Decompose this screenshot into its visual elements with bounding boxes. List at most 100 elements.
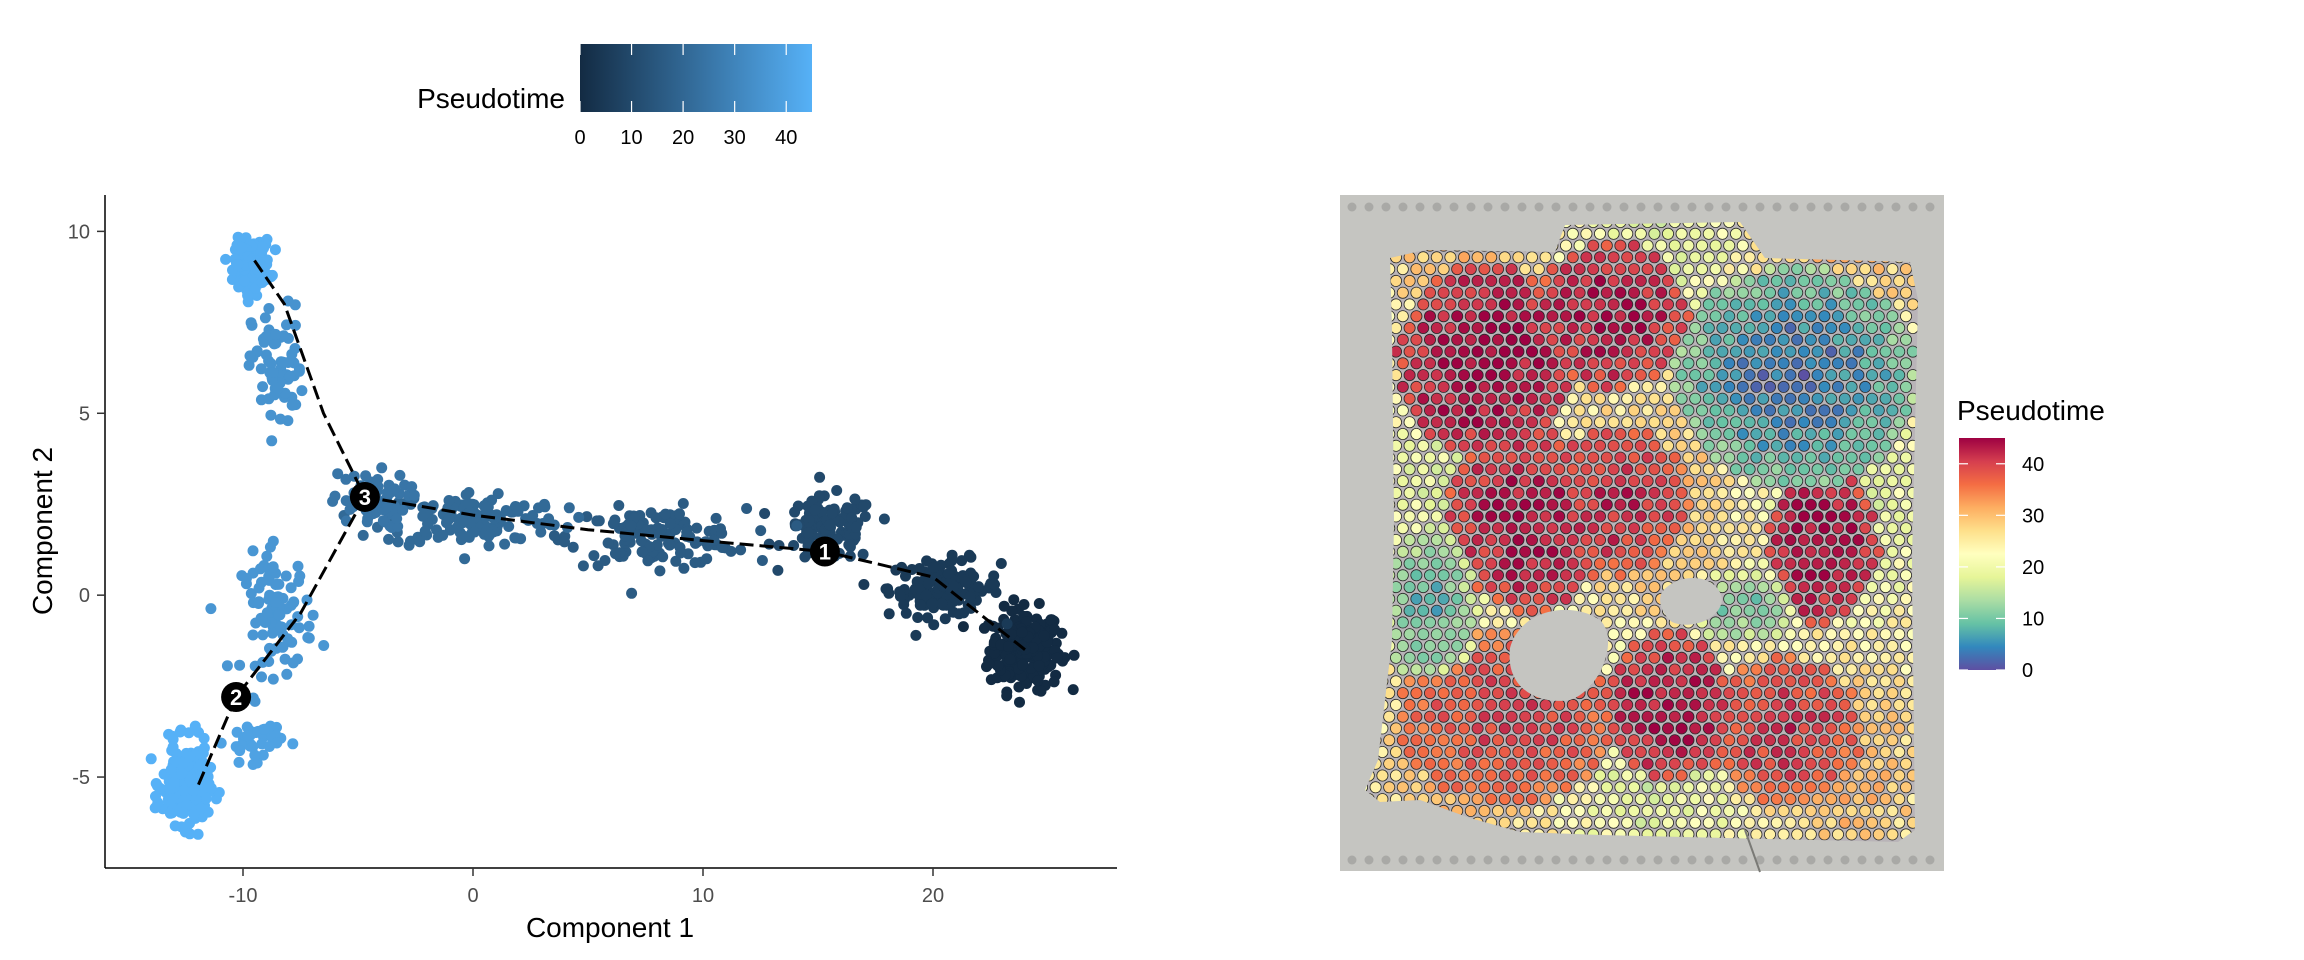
spatial-spot [1607,746,1620,759]
scatter-point [267,627,278,639]
scatter-point [163,728,175,740]
spatial-spot [1464,710,1477,723]
scatter-point [802,527,814,539]
spatial-spot [1437,310,1450,323]
spatial-spot [1866,345,1879,358]
spatial-spot [1784,463,1797,476]
spatial-spot [1648,769,1661,782]
spatial-spot [1852,557,1865,570]
spatial-spot [1526,392,1539,405]
spatial-spot [1866,604,1879,617]
spatial-spot [1893,392,1906,405]
spatial-spot [1634,698,1647,711]
spatial-spot [1458,746,1471,759]
spatial-spot [1736,804,1749,817]
spatial-spot [1600,263,1613,276]
spatial-spot [1662,793,1675,806]
spatial-spot [1886,781,1899,794]
spatial-spot [1662,769,1675,782]
spatial-spot [1879,628,1892,641]
spatial-spot [1798,698,1811,711]
scatter-point [192,828,204,840]
spatial-spot [1743,675,1756,688]
spatial-spot [1492,286,1505,299]
spatial-spot [1634,816,1647,829]
scatter-point [609,548,621,560]
spatial-spot [1804,545,1817,558]
spatial-spot [1512,486,1525,499]
spatial-spot [1900,498,1913,511]
spatial-spot [1444,463,1457,476]
spatial-spot [1743,274,1756,287]
spatial-spot [1560,451,1573,464]
spatial-spot [1730,628,1743,641]
spatial-spot [1573,522,1586,535]
spatial-spot [1750,710,1763,723]
spatial-spot [1519,310,1532,323]
spatial-spot [1478,451,1491,464]
scatter-point [912,612,924,623]
spatial-spot [1662,345,1675,358]
spatial-spot [1492,498,1505,511]
fiducial-dot [1364,202,1374,212]
spatial-spot [1417,416,1430,429]
spatial-spot [1614,357,1627,370]
spatial-spot [1893,769,1906,782]
spatial-spot [1464,263,1477,276]
spatial-spot [1512,274,1525,287]
spatial-spot [1600,310,1613,323]
spatial-spot [1798,628,1811,641]
spatial-spot [1832,710,1845,723]
spatial-spot [1505,757,1518,770]
spatial-spot [1791,498,1804,511]
spatial-spot [1464,687,1477,700]
scatter-point [657,551,669,563]
spatial-spot [1532,781,1545,794]
spatial-spot [1804,781,1817,794]
spatial-spot [1628,640,1641,653]
spatial-spot [1641,781,1654,794]
trajectory-path [195,496,367,789]
spatial-spot [1641,333,1654,346]
scatter-point [301,594,313,606]
spatial-spot [1804,616,1817,629]
spatial-spot [1648,251,1661,264]
spatial-spot [1417,439,1430,452]
scatter-point [674,508,685,520]
spatial-spot [1478,475,1491,488]
spatial-spot [1859,545,1872,558]
scatter-point [989,578,1000,590]
spatial-spot [1886,498,1899,511]
spatial-spot [1478,804,1491,817]
spatial-spot [1859,804,1872,817]
scatter-point [660,508,671,520]
spatial-spot [1417,722,1430,735]
spatial-spot [1702,345,1715,358]
spatial-spot [1587,222,1600,228]
spatial-spot [1702,675,1715,688]
fiducial-dot [1908,855,1918,865]
spatial-spot [1872,616,1885,629]
spatial-spot [1696,427,1709,440]
fiducial-dot [1432,855,1442,865]
spatial-spot [1505,710,1518,723]
spatial-spot [1900,592,1913,605]
scatter-point [408,489,420,501]
spatial-spot [1444,369,1457,382]
spatial-spot [1879,392,1892,405]
spatial-spot [1641,357,1654,370]
spatial-spot [1832,333,1845,346]
spatial-spot [1832,828,1845,841]
spatial-spot [1818,545,1831,558]
spatial-spot [1573,310,1586,323]
spatial-spot [1696,310,1709,323]
spatial-spot [1471,274,1484,287]
scatter-point [677,498,689,509]
spatial-spot [1634,722,1647,735]
spatial-spot [1437,757,1450,770]
spatial-spot [1689,793,1702,806]
spatial-spot [1689,534,1702,547]
spatial-spot [1430,793,1443,806]
spatial-spot [1634,345,1647,358]
